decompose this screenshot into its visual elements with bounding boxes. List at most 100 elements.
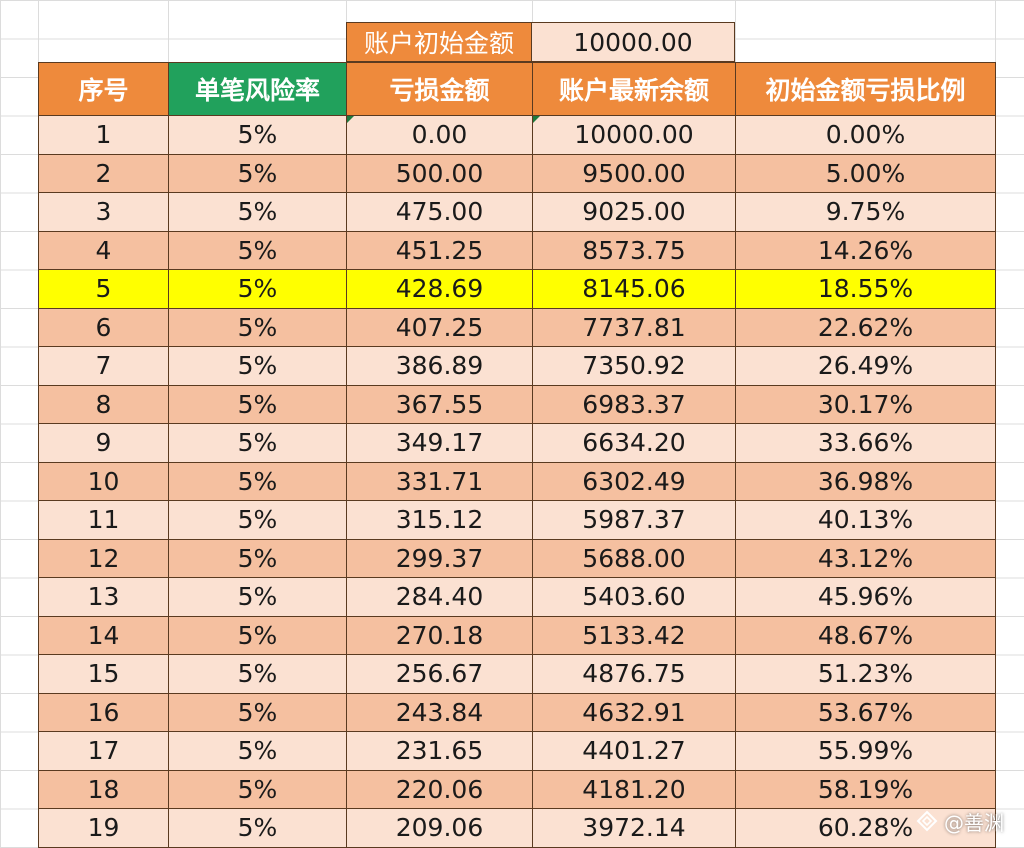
latest-balance-cell[interactable]: 4632.91 [532, 692, 736, 732]
index-cell[interactable]: 11 [38, 500, 169, 540]
header-cell-index[interactable]: 序号 [38, 62, 169, 116]
loss-amount-cell[interactable]: 231.65 [346, 731, 533, 771]
header-cell-risk-rate[interactable]: 单笔风险率 [168, 62, 347, 116]
loss-amount-cell[interactable]: 315.12 [346, 500, 533, 540]
latest-balance-cell[interactable]: 5987.37 [532, 500, 736, 540]
index-cell[interactable]: 17 [38, 731, 169, 771]
index-cell[interactable]: 18 [38, 769, 169, 809]
risk-rate-cell[interactable]: 5% [168, 423, 347, 463]
index-cell[interactable]: 10 [38, 461, 169, 501]
latest-balance-cell[interactable]: 5688.00 [532, 538, 736, 578]
loss-ratio-cell[interactable]: 36.98% [735, 461, 996, 501]
index-cell[interactable]: 16 [38, 692, 169, 732]
risk-rate-cell[interactable]: 5% [168, 461, 347, 501]
index-cell[interactable]: 9 [38, 423, 169, 463]
index-cell[interactable]: 3 [38, 192, 169, 232]
index-cell[interactable]: 14 [38, 615, 169, 655]
index-cell[interactable]: 5 [38, 269, 169, 309]
index-cell[interactable]: 4 [38, 230, 169, 270]
loss-ratio-cell[interactable]: 43.12% [735, 538, 996, 578]
loss-amount-cell[interactable]: 331.71 [346, 461, 533, 501]
risk-rate-cell[interactable]: 5% [168, 654, 347, 694]
latest-balance-cell[interactable]: 8145.06 [532, 269, 736, 309]
loss-ratio-cell[interactable]: 30.17% [735, 384, 996, 424]
risk-rate-cell[interactable]: 5% [168, 346, 347, 386]
latest-balance-cell[interactable]: 5133.42 [532, 615, 736, 655]
risk-rate-cell[interactable]: 5% [168, 192, 347, 232]
loss-ratio-cell[interactable]: 58.19% [735, 769, 996, 809]
latest-balance-cell[interactable]: 9500.00 [532, 153, 736, 193]
index-cell[interactable]: 1 [38, 115, 169, 155]
risk-rate-cell[interactable]: 5% [168, 307, 347, 347]
loss-amount-cell[interactable]: 386.89 [346, 346, 533, 386]
latest-balance-cell[interactable]: 10000.00 [532, 115, 736, 155]
latest-balance-cell[interactable]: 6983.37 [532, 384, 736, 424]
loss-ratio-cell[interactable]: 48.67% [735, 615, 996, 655]
index-cell[interactable]: 2 [38, 153, 169, 193]
index-cell[interactable]: 6 [38, 307, 169, 347]
index-cell[interactable]: 13 [38, 577, 169, 617]
risk-rate-cell[interactable]: 5% [168, 615, 347, 655]
initial-amount-value-cell[interactable]: 10000.00 [532, 22, 735, 62]
risk-rate-cell[interactable]: 5% [168, 115, 347, 155]
loss-ratio-cell[interactable]: 9.75% [735, 192, 996, 232]
loss-amount-cell[interactable]: 220.06 [346, 769, 533, 809]
loss-amount-cell[interactable]: 451.25 [346, 230, 533, 270]
latest-balance-cell[interactable]: 8573.75 [532, 230, 736, 270]
loss-ratio-cell[interactable]: 51.23% [735, 654, 996, 694]
loss-ratio-cell[interactable]: 0.00% [735, 115, 996, 155]
loss-ratio-cell[interactable]: 55.99% [735, 731, 996, 771]
risk-rate-cell[interactable]: 5% [168, 808, 347, 848]
index-cell[interactable]: 7 [38, 346, 169, 386]
latest-balance-cell[interactable]: 6634.20 [532, 423, 736, 463]
loss-ratio-cell[interactable]: 33.66% [735, 423, 996, 463]
loss-amount-cell[interactable]: 243.84 [346, 692, 533, 732]
loss-ratio-cell[interactable]: 5.00% [735, 153, 996, 193]
loss-ratio-cell[interactable]: 14.26% [735, 230, 996, 270]
loss-ratio-cell[interactable]: 22.62% [735, 307, 996, 347]
loss-amount-cell[interactable]: 299.37 [346, 538, 533, 578]
loss-ratio-cell[interactable]: 18.55% [735, 269, 996, 309]
latest-balance-cell[interactable]: 5403.60 [532, 577, 736, 617]
loss-ratio-cell[interactable]: 26.49% [735, 346, 996, 386]
index-cell[interactable]: 19 [38, 808, 169, 848]
loss-amount-cell[interactable]: 256.67 [346, 654, 533, 694]
loss-amount-cell[interactable]: 428.69 [346, 269, 533, 309]
loss-amount-cell[interactable]: 0.00 [346, 115, 533, 155]
risk-rate-cell[interactable]: 5% [168, 731, 347, 771]
loss-ratio-cell[interactable]: 40.13% [735, 500, 996, 540]
loss-amount-cell[interactable]: 367.55 [346, 384, 533, 424]
loss-ratio-cell[interactable]: 53.67% [735, 692, 996, 732]
latest-balance-cell[interactable]: 4401.27 [532, 731, 736, 771]
header-cell-latest-balance[interactable]: 账户最新余额 [532, 62, 736, 116]
latest-balance-cell[interactable]: 3972.14 [532, 808, 736, 848]
index-cell[interactable]: 12 [38, 538, 169, 578]
loss-amount-cell[interactable]: 500.00 [346, 153, 533, 193]
loss-amount-cell[interactable]: 209.06 [346, 808, 533, 848]
latest-balance-cell[interactable]: 9025.00 [532, 192, 736, 232]
loss-amount-cell[interactable]: 270.18 [346, 615, 533, 655]
risk-rate-cell[interactable]: 5% [168, 153, 347, 193]
latest-balance-cell[interactable]: 7737.81 [532, 307, 736, 347]
latest-balance-cell[interactable]: 4876.75 [532, 654, 736, 694]
loss-amount-cell[interactable]: 284.40 [346, 577, 533, 617]
loss-ratio-cell[interactable]: 45.96% [735, 577, 996, 617]
loss-amount-cell[interactable]: 407.25 [346, 307, 533, 347]
risk-rate-cell[interactable]: 5% [168, 538, 347, 578]
latest-balance-cell[interactable]: 6302.49 [532, 461, 736, 501]
loss-ratio-cell[interactable]: 60.28% [735, 808, 996, 848]
header-cell-loss-amount[interactable]: 亏损金额 [346, 62, 533, 116]
loss-amount-cell[interactable]: 349.17 [346, 423, 533, 463]
initial-amount-label-cell[interactable]: 账户初始金额 [346, 22, 532, 62]
latest-balance-cell[interactable]: 4181.20 [532, 769, 736, 809]
index-cell[interactable]: 8 [38, 384, 169, 424]
risk-rate-cell[interactable]: 5% [168, 500, 347, 540]
index-cell[interactable]: 15 [38, 654, 169, 694]
risk-rate-cell[interactable]: 5% [168, 230, 347, 270]
risk-rate-cell[interactable]: 5% [168, 692, 347, 732]
risk-rate-cell[interactable]: 5% [168, 577, 347, 617]
header-cell-loss-ratio[interactable]: 初始金额亏损比例 [735, 62, 996, 116]
risk-rate-cell[interactable]: 5% [168, 269, 347, 309]
loss-amount-cell[interactable]: 475.00 [346, 192, 533, 232]
latest-balance-cell[interactable]: 7350.92 [532, 346, 736, 386]
